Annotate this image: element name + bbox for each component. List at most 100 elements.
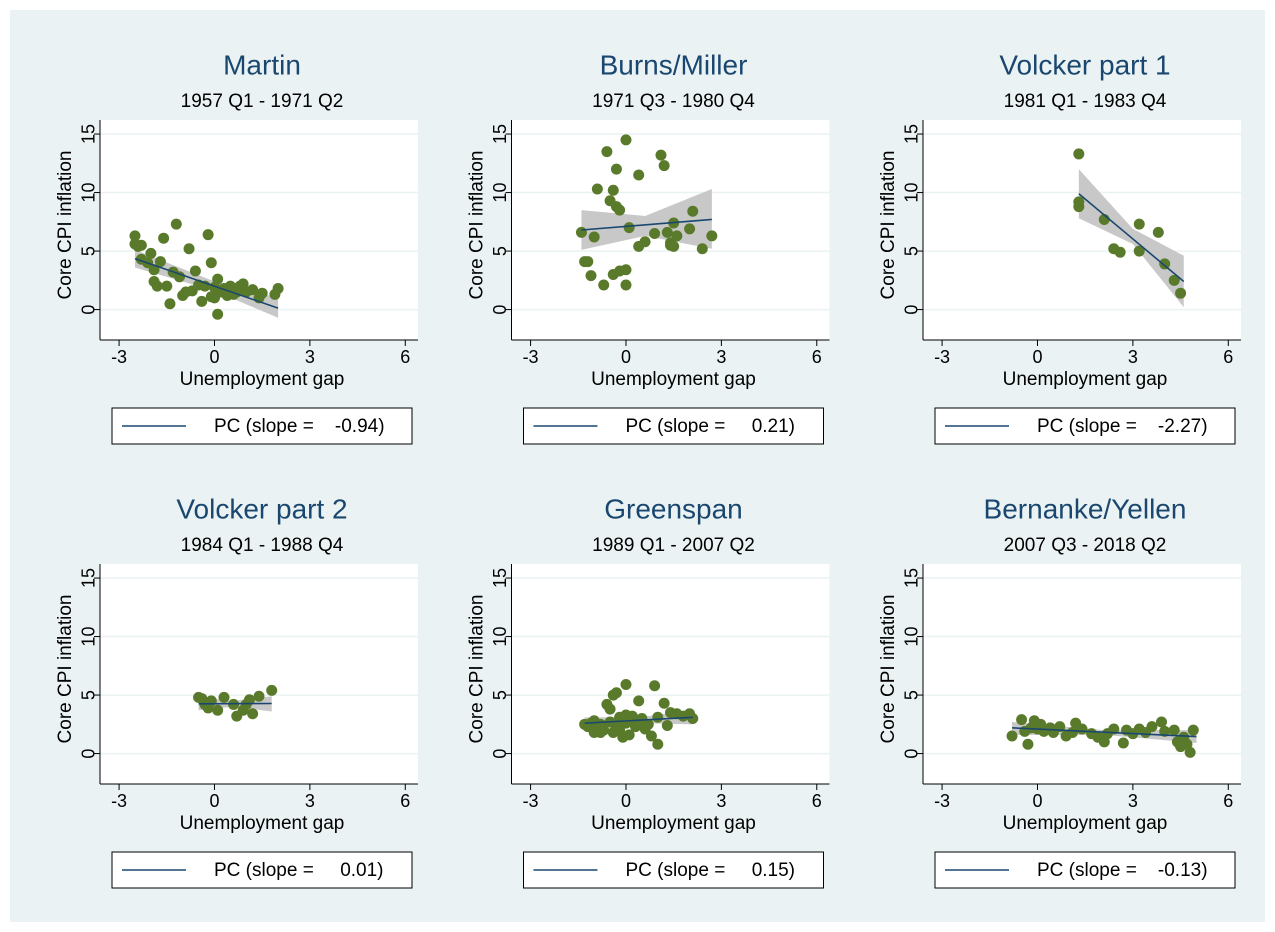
data-point [151, 280, 163, 292]
data-point [687, 712, 699, 724]
data-point [652, 711, 664, 723]
y-tick-label: 0 [79, 749, 99, 759]
data-point [610, 687, 622, 699]
x-tick-label: 6 [812, 791, 822, 811]
data-point [696, 243, 708, 255]
y-tick-label: 0 [490, 749, 510, 759]
data-point [661, 719, 673, 731]
data-point [1066, 727, 1078, 739]
panel-title: Greenspan [604, 493, 743, 524]
x-tick-label: -3 [523, 347, 539, 367]
data-point [604, 703, 616, 715]
data-point [645, 730, 657, 742]
y-tick-label: 5 [79, 690, 99, 700]
fit-line [134, 257, 279, 309]
data-point [626, 716, 638, 728]
data-point [598, 279, 610, 291]
data-point [1073, 201, 1085, 213]
y-tick-label: 10 [490, 183, 510, 203]
x-tick-label: 0 [209, 347, 219, 367]
data-point [684, 223, 696, 235]
data-point [642, 718, 654, 730]
data-point [218, 691, 230, 703]
data-point [272, 283, 284, 295]
x-tick-label: 6 [400, 347, 410, 367]
x-tick-label: 3 [716, 347, 726, 367]
x-tick-label: -3 [934, 347, 950, 367]
y-tick-label: 15 [490, 124, 510, 144]
legend-label: PC (slope = 0.21) [626, 416, 796, 437]
data-point [620, 279, 632, 291]
data-point [1117, 737, 1129, 749]
data-point [1168, 724, 1180, 736]
x-axis-label: Unemployment gap [591, 369, 756, 390]
panel: Volcker part 1 1981 Q1 - 1983 Q4 0 5 10 15 -3 0… [878, 49, 1241, 445]
data-point [1184, 746, 1196, 758]
panel-subtitle: 1984 Q1 - 1988 Q4 [181, 535, 344, 556]
x-tick-label: -3 [523, 791, 539, 811]
fit-line [584, 716, 693, 724]
data-point [661, 226, 673, 238]
data-point [170, 218, 182, 230]
data-point [1016, 714, 1028, 726]
x-tick-label: -3 [111, 347, 127, 367]
x-axis-label: Unemployment gap [1003, 813, 1168, 834]
panel-title: Martin [223, 49, 301, 80]
data-point [161, 280, 173, 292]
y-tick-label: 10 [902, 183, 922, 203]
data-point [243, 694, 255, 706]
panel: Volcker part 2 1984 Q1 - 1988 Q4 0 5 10 15 -3 0… [55, 493, 418, 889]
fit-line [581, 218, 712, 231]
data-point [1159, 258, 1171, 270]
x-tick-label: 3 [1128, 347, 1138, 367]
data-point [633, 695, 645, 707]
x-tick-label: 0 [621, 791, 631, 811]
data-point [591, 183, 603, 195]
panel-title: Bernanke/Yellen [984, 493, 1187, 524]
x-tick-label: 3 [716, 791, 726, 811]
data-point [247, 708, 259, 720]
data-point [623, 222, 635, 234]
panel: Burns/Miller 1971 Q3 - 1980 Q4 0 5 10 15 -3 0 3 6… [467, 49, 830, 445]
data-point [610, 163, 622, 175]
y-tick-label: 0 [79, 305, 99, 315]
legend-label: PC (slope = -0.94) [214, 416, 385, 437]
data-point [1146, 721, 1158, 733]
data-point [665, 239, 676, 251]
data-point [196, 295, 208, 307]
data-point [601, 146, 613, 158]
data-point [1022, 738, 1034, 750]
data-point [145, 247, 157, 259]
data-point [1133, 245, 1145, 257]
panel-subtitle: 1957 Q1 - 1971 Q2 [181, 91, 344, 112]
data-point [164, 298, 176, 310]
y-tick-label: 10 [490, 627, 510, 647]
y-tick-label: 10 [902, 627, 922, 647]
x-tick-label: -3 [111, 791, 127, 811]
data-point [623, 729, 635, 741]
panel: Bernanke/Yellen 2007 Q3 - 2018 Q2 0 5 10 15 -3… [878, 493, 1241, 889]
panel-subtitle: 1971 Q3 - 1980 Q4 [592, 91, 755, 112]
data-point [247, 284, 259, 296]
data-point [595, 727, 607, 739]
data-point [687, 205, 699, 217]
panel-subtitle: 1989 Q1 - 2007 Q2 [592, 535, 755, 556]
data-point [1133, 218, 1145, 230]
data-point [582, 256, 594, 268]
data-point [253, 690, 265, 702]
x-axis-label: Unemployment gap [1003, 369, 1168, 390]
y-tick-label: 5 [902, 246, 922, 256]
x-tick-label: -3 [934, 791, 950, 811]
x-tick-label: 0 [209, 791, 219, 811]
y-tick-label: 10 [79, 627, 99, 647]
data-point [135, 239, 147, 251]
legend-label: PC (slope = -2.27) [1037, 416, 1208, 437]
data-point [633, 169, 645, 181]
plot-area [511, 564, 830, 784]
data-point [212, 704, 224, 716]
data-point [1152, 226, 1164, 238]
y-tick-label: 5 [490, 246, 510, 256]
data-point [256, 287, 268, 299]
fit-line [1078, 193, 1185, 283]
